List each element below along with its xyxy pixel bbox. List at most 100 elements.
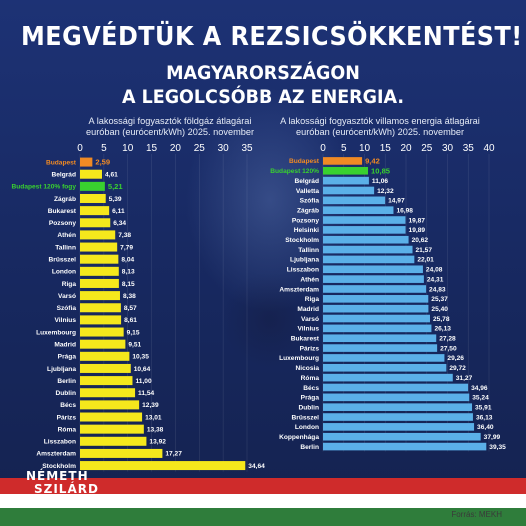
electricity-category-label: Prága: [301, 395, 320, 402]
flag-stripe-green: [0, 508, 526, 526]
page-subtitle-line2: A LEGOLCSÓBB AZ ENERGIA.: [122, 86, 404, 108]
electricity-value-label: 27,50: [440, 345, 457, 352]
gas-bar: [80, 351, 130, 361]
electricity-tick-label: 25: [421, 143, 433, 154]
electricity-value-label: 25,78: [433, 316, 450, 323]
gas-chart-title-line2: euróban (eurócent/kWh) 2025. november: [85, 127, 255, 137]
electricity-bar: [323, 206, 394, 214]
gas-value-label: 13,01: [145, 414, 162, 421]
electricity-category-label: Róma: [301, 375, 320, 382]
gas-bar: [80, 400, 140, 410]
electricity-tick-label: 20: [400, 143, 412, 154]
gas-value-label: 6,34: [113, 220, 126, 227]
electricity-category-label: Budapest 120%: [270, 168, 319, 175]
gas-value-label: 13,92: [149, 439, 166, 446]
page-title: MEGVÉDTÜK A REZSICSÖKKENTÉST!: [21, 22, 523, 52]
gas-bar: [80, 461, 246, 471]
electricity-chart-title-line2: euróban (eurócent/kWh) 2025. november: [295, 127, 465, 137]
gas-bar: [80, 327, 124, 337]
electricity-value-label: 35,24: [472, 395, 489, 402]
gas-bar: [80, 169, 102, 179]
gas-tick-label: 25: [194, 143, 206, 154]
gas-value-label: 34,64: [248, 463, 265, 470]
gas-category-label: Budapest: [46, 159, 77, 166]
electricity-value-label: 37,99: [484, 434, 501, 441]
electricity-tick-label: 15: [380, 143, 392, 154]
gas-value-label: 2,59: [95, 158, 110, 167]
gas-chart-title-line1: A lakossági fogyasztók földgáz átlagárai: [88, 116, 252, 126]
gas-bar: [80, 193, 106, 203]
gas-bar: [80, 339, 126, 349]
electricity-bar: [323, 166, 369, 175]
gas-value-label: 10,64: [134, 366, 151, 373]
gas-value-label: 8,57: [124, 305, 137, 312]
gas-value-label: 11,00: [135, 378, 151, 385]
gas-category-label: Lisszabon: [44, 439, 76, 446]
logo-name-line2: SZILÁRD: [34, 482, 99, 496]
electricity-value-label: 10,85: [371, 166, 391, 175]
electricity-tick-label: 5: [341, 143, 347, 154]
gas-bar: [80, 278, 119, 288]
gas-category-label: Róma: [58, 426, 77, 433]
electricity-value-label: 9,42: [365, 156, 380, 165]
electricity-value-label: 25,40: [431, 306, 448, 313]
gas-value-label: 7,79: [120, 244, 133, 251]
gas-value-label: 8,04: [121, 256, 134, 263]
gas-tick-label: 15: [146, 143, 158, 154]
gas-value-label: 17,27: [165, 451, 182, 458]
electricity-value-label: 24,08: [426, 267, 443, 274]
electricity-bar: [323, 383, 469, 392]
gas-value-label: 5,39: [109, 196, 122, 203]
gas-value-label: 9,51: [128, 341, 141, 348]
gas-category-label: London: [52, 269, 76, 276]
gas-tick-label: 0: [77, 143, 83, 154]
gas-value-label: 13,38: [147, 426, 164, 433]
electricity-value-label: 22,01: [417, 257, 434, 264]
electricity-category-label: Valletta: [296, 188, 319, 195]
electricity-bar: [323, 334, 437, 343]
flag-stripe-white: [0, 494, 526, 508]
electricity-category-label: Helsinki: [294, 227, 319, 234]
gas-category-label: Bécs: [60, 402, 76, 409]
gas-category-label: Szófia: [57, 305, 77, 312]
electricity-bar: [323, 157, 363, 165]
gas-value-label: 7,38: [118, 232, 131, 239]
electricity-bar: [323, 235, 409, 244]
electricity-bar: [323, 285, 427, 293]
gas-bar: [80, 363, 131, 373]
electricity-bar: [323, 373, 453, 382]
electricity-chart-title-line1: A lakossági fogyasztók villamos energia …: [280, 116, 480, 126]
gas-category-label: Zágráb: [54, 196, 76, 203]
electricity-category-label: Vilnius: [298, 326, 320, 333]
electricity-tick-label: 0: [320, 143, 326, 154]
gas-value-label: 8,38: [123, 293, 136, 300]
electricity-category-label: Brüsszel: [292, 414, 320, 421]
electricity-value-label: 35,91: [475, 404, 492, 411]
electricity-value-label: 21,57: [416, 247, 433, 254]
electricity-category-label: Luxembourg: [279, 355, 319, 362]
electricity-value-label: 36,40: [477, 424, 494, 431]
gas-category-label: Vilnius: [55, 317, 77, 324]
electricity-value-label: 19,87: [408, 217, 425, 224]
gas-category-label: Pozsony: [49, 220, 76, 227]
gas-bar: [80, 388, 136, 398]
gas-category-label: Riga: [62, 281, 77, 288]
electricity-bar: [323, 354, 445, 362]
gas-category-label: Tallinn: [55, 244, 76, 251]
electricity-category-label: Belgrád: [294, 178, 319, 185]
electricity-bar: [323, 413, 473, 421]
electricity-tick-label: 40: [483, 143, 495, 154]
electricity-bar: [323, 423, 475, 431]
electricity-bar: [323, 393, 470, 402]
gas-category-label: Bukarest: [48, 208, 77, 215]
electricity-bar: [323, 216, 406, 224]
gas-bar: [80, 230, 116, 240]
gas-bar: [80, 206, 110, 216]
source-note: Forrás: MEKH: [451, 510, 502, 519]
gas-bar: [80, 254, 119, 264]
gas-category-label: Stockholm: [42, 463, 76, 470]
electricity-tick-label: 30: [442, 143, 454, 154]
gas-category-label: Berlin: [57, 378, 76, 385]
electricity-category-label: Pozsony: [292, 217, 319, 224]
electricity-bar: [323, 255, 415, 264]
